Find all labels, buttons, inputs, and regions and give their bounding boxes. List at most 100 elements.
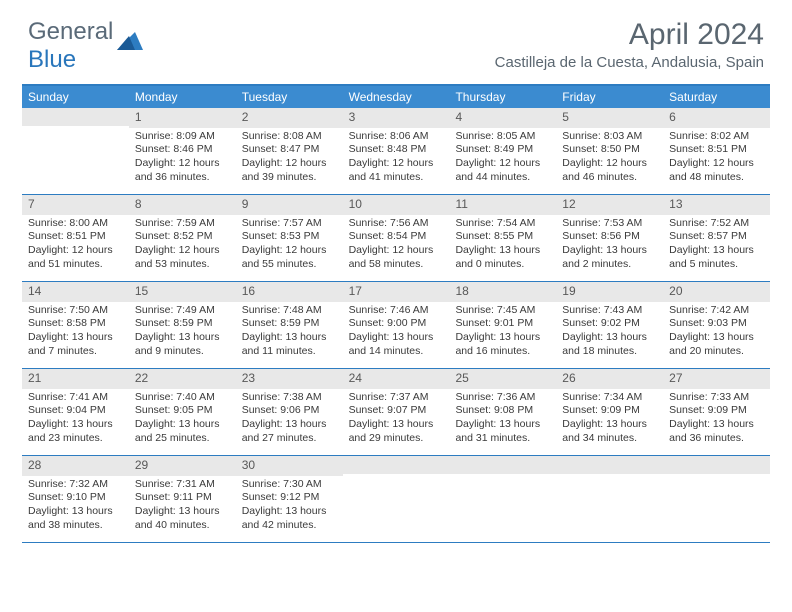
day-cell: [663, 456, 770, 542]
weekday-header: Monday: [129, 86, 236, 108]
day-details: Sunrise: 7:48 AMSunset: 8:59 PMDaylight:…: [236, 302, 343, 365]
day-cell: 1Sunrise: 8:09 AMSunset: 8:46 PMDaylight…: [129, 108, 236, 194]
day-cell: 4Sunrise: 8:05 AMSunset: 8:49 PMDaylight…: [449, 108, 556, 194]
day-cell: 9Sunrise: 7:57 AMSunset: 8:53 PMDaylight…: [236, 195, 343, 281]
day-details: Sunrise: 8:02 AMSunset: 8:51 PMDaylight:…: [663, 128, 770, 191]
calendar: SundayMondayTuesdayWednesdayThursdayFrid…: [22, 84, 770, 543]
day-cell: 22Sunrise: 7:40 AMSunset: 9:05 PMDayligh…: [129, 369, 236, 455]
day-cell: 28Sunrise: 7:32 AMSunset: 9:10 PMDayligh…: [22, 456, 129, 542]
day-cell: 26Sunrise: 7:34 AMSunset: 9:09 PMDayligh…: [556, 369, 663, 455]
day-details: Sunrise: 7:30 AMSunset: 9:12 PMDaylight:…: [236, 476, 343, 539]
day-number: 4: [449, 108, 556, 128]
day-cell: [22, 108, 129, 194]
day-details: Sunrise: 8:06 AMSunset: 8:48 PMDaylight:…: [343, 128, 450, 191]
day-number: 15: [129, 282, 236, 302]
day-details: Sunrise: 7:59 AMSunset: 8:52 PMDaylight:…: [129, 215, 236, 278]
day-number: 18: [449, 282, 556, 302]
day-details: Sunrise: 8:00 AMSunset: 8:51 PMDaylight:…: [22, 215, 129, 278]
day-cell: [556, 456, 663, 542]
day-number: 26: [556, 369, 663, 389]
day-number: 23: [236, 369, 343, 389]
day-number: [449, 456, 556, 474]
location: Castilleja de la Cuesta, Andalusia, Spai…: [495, 54, 764, 71]
day-details: Sunrise: 7:50 AMSunset: 8:58 PMDaylight:…: [22, 302, 129, 365]
day-cell: 25Sunrise: 7:36 AMSunset: 9:08 PMDayligh…: [449, 369, 556, 455]
day-details: Sunrise: 7:38 AMSunset: 9:06 PMDaylight:…: [236, 389, 343, 452]
day-cell: 14Sunrise: 7:50 AMSunset: 8:58 PMDayligh…: [22, 282, 129, 368]
day-details: Sunrise: 7:46 AMSunset: 9:00 PMDaylight:…: [343, 302, 450, 365]
day-details: Sunrise: 7:56 AMSunset: 8:54 PMDaylight:…: [343, 215, 450, 278]
day-cell: 11Sunrise: 7:54 AMSunset: 8:55 PMDayligh…: [449, 195, 556, 281]
day-details: Sunrise: 7:33 AMSunset: 9:09 PMDaylight:…: [663, 389, 770, 452]
day-cell: 6Sunrise: 8:02 AMSunset: 8:51 PMDaylight…: [663, 108, 770, 194]
day-details: Sunrise: 7:37 AMSunset: 9:07 PMDaylight:…: [343, 389, 450, 452]
day-cell: 18Sunrise: 7:45 AMSunset: 9:01 PMDayligh…: [449, 282, 556, 368]
title-block: April 2024 Castilleja de la Cuesta, Anda…: [495, 18, 764, 71]
day-cell: 21Sunrise: 7:41 AMSunset: 9:04 PMDayligh…: [22, 369, 129, 455]
weekday-row: SundayMondayTuesdayWednesdayThursdayFrid…: [22, 86, 770, 108]
day-number: [663, 456, 770, 474]
day-number: 10: [343, 195, 450, 215]
weekday-header: Saturday: [663, 86, 770, 108]
day-number: 30: [236, 456, 343, 476]
day-cell: 12Sunrise: 7:53 AMSunset: 8:56 PMDayligh…: [556, 195, 663, 281]
day-cell: 29Sunrise: 7:31 AMSunset: 9:11 PMDayligh…: [129, 456, 236, 542]
day-details: Sunrise: 7:32 AMSunset: 9:10 PMDaylight:…: [22, 476, 129, 539]
day-details: Sunrise: 8:08 AMSunset: 8:47 PMDaylight:…: [236, 128, 343, 191]
day-number: 2: [236, 108, 343, 128]
weekday-header: Wednesday: [343, 86, 450, 108]
triangle-icon: [115, 30, 145, 57]
day-details: Sunrise: 7:34 AMSunset: 9:09 PMDaylight:…: [556, 389, 663, 452]
day-number: 19: [556, 282, 663, 302]
header: General Blue April 2024 Castilleja de la…: [0, 0, 792, 78]
week-row: 21Sunrise: 7:41 AMSunset: 9:04 PMDayligh…: [22, 369, 770, 456]
week-row: 7Sunrise: 8:00 AMSunset: 8:51 PMDaylight…: [22, 195, 770, 282]
day-number: 11: [449, 195, 556, 215]
day-cell: 3Sunrise: 8:06 AMSunset: 8:48 PMDaylight…: [343, 108, 450, 194]
day-details: Sunrise: 7:53 AMSunset: 8:56 PMDaylight:…: [556, 215, 663, 278]
day-details: Sunrise: 7:31 AMSunset: 9:11 PMDaylight:…: [129, 476, 236, 539]
day-details: Sunrise: 7:41 AMSunset: 9:04 PMDaylight:…: [22, 389, 129, 452]
day-cell: 19Sunrise: 7:43 AMSunset: 9:02 PMDayligh…: [556, 282, 663, 368]
day-details: Sunrise: 7:43 AMSunset: 9:02 PMDaylight:…: [556, 302, 663, 365]
day-number: 1: [129, 108, 236, 128]
logo: General Blue: [28, 18, 145, 74]
day-number: 6: [663, 108, 770, 128]
day-number: 3: [343, 108, 450, 128]
day-number: 14: [22, 282, 129, 302]
day-details: Sunrise: 8:03 AMSunset: 8:50 PMDaylight:…: [556, 128, 663, 191]
day-cell: 20Sunrise: 7:42 AMSunset: 9:03 PMDayligh…: [663, 282, 770, 368]
day-details: Sunrise: 7:36 AMSunset: 9:08 PMDaylight:…: [449, 389, 556, 452]
day-details: Sunrise: 7:45 AMSunset: 9:01 PMDaylight:…: [449, 302, 556, 365]
logo-text-general: General: [28, 18, 113, 45]
day-number: 25: [449, 369, 556, 389]
day-number: 12: [556, 195, 663, 215]
day-cell: 24Sunrise: 7:37 AMSunset: 9:07 PMDayligh…: [343, 369, 450, 455]
day-number: [343, 456, 450, 474]
day-number: 27: [663, 369, 770, 389]
day-number: 13: [663, 195, 770, 215]
day-cell: 13Sunrise: 7:52 AMSunset: 8:57 PMDayligh…: [663, 195, 770, 281]
day-number: 29: [129, 456, 236, 476]
week-row: 14Sunrise: 7:50 AMSunset: 8:58 PMDayligh…: [22, 282, 770, 369]
day-cell: 8Sunrise: 7:59 AMSunset: 8:52 PMDaylight…: [129, 195, 236, 281]
day-details: Sunrise: 7:49 AMSunset: 8:59 PMDaylight:…: [129, 302, 236, 365]
day-number: 5: [556, 108, 663, 128]
day-number: 7: [22, 195, 129, 215]
day-details: Sunrise: 8:09 AMSunset: 8:46 PMDaylight:…: [129, 128, 236, 191]
day-number: [22, 108, 129, 126]
day-number: 24: [343, 369, 450, 389]
day-cell: [449, 456, 556, 542]
weekday-header: Sunday: [22, 86, 129, 108]
day-details: Sunrise: 7:40 AMSunset: 9:05 PMDaylight:…: [129, 389, 236, 452]
day-cell: 15Sunrise: 7:49 AMSunset: 8:59 PMDayligh…: [129, 282, 236, 368]
day-number: 20: [663, 282, 770, 302]
weekday-header: Tuesday: [236, 86, 343, 108]
day-details: Sunrise: 7:57 AMSunset: 8:53 PMDaylight:…: [236, 215, 343, 278]
day-number: 17: [343, 282, 450, 302]
day-cell: 30Sunrise: 7:30 AMSunset: 9:12 PMDayligh…: [236, 456, 343, 542]
week-row: 1Sunrise: 8:09 AMSunset: 8:46 PMDaylight…: [22, 108, 770, 195]
month-title: April 2024: [495, 18, 764, 52]
day-cell: 27Sunrise: 7:33 AMSunset: 9:09 PMDayligh…: [663, 369, 770, 455]
day-number: 16: [236, 282, 343, 302]
